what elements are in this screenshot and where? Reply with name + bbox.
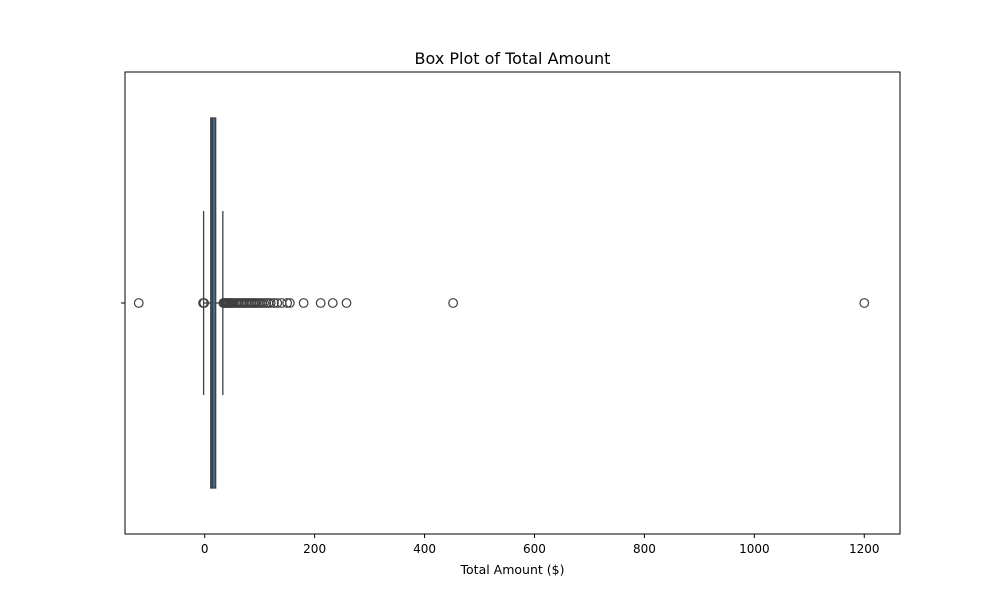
x-tick-label: 1000 bbox=[739, 542, 770, 556]
x-tick-label: 600 bbox=[523, 542, 546, 556]
outlier-point bbox=[284, 298, 295, 308]
x-axis-ticks: 0 200 400 600 800 1000 1200 bbox=[201, 534, 880, 556]
iqr-box bbox=[210, 117, 217, 489]
outlier-point bbox=[272, 298, 283, 308]
outlier-point bbox=[315, 298, 326, 308]
x-tick-label: 1200 bbox=[849, 542, 880, 556]
x-tick-label: 200 bbox=[303, 542, 326, 556]
chart-title: Box Plot of Total Amount bbox=[415, 49, 611, 68]
outlier-point bbox=[133, 298, 144, 308]
outlier-point bbox=[341, 298, 352, 308]
outlier-point bbox=[282, 298, 293, 308]
outlier-point bbox=[265, 298, 276, 308]
outlier-points bbox=[133, 298, 870, 308]
outlier-point bbox=[327, 298, 338, 308]
x-tick-label: 0 bbox=[201, 542, 209, 556]
outlier-point bbox=[859, 298, 870, 308]
outlier-point bbox=[298, 298, 309, 308]
x-axis-label: Total Amount ($) bbox=[460, 562, 565, 577]
outlier-point bbox=[269, 298, 279, 308]
outlier-point bbox=[199, 298, 210, 308]
x-tick-label: 800 bbox=[633, 542, 656, 556]
outlier-point bbox=[448, 298, 459, 308]
x-tick-label: 400 bbox=[413, 542, 436, 556]
